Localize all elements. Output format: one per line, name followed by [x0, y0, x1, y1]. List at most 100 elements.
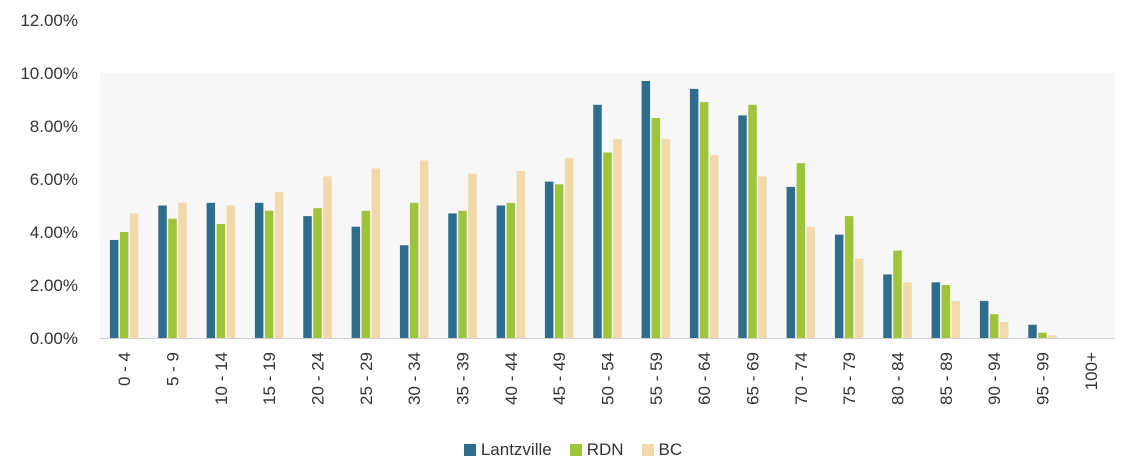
x-tick-label: 80 - 84 [889, 352, 908, 405]
bar-bc [613, 139, 622, 338]
bar-lantzville [593, 104, 602, 338]
bar-lantzville [738, 115, 747, 339]
x-tick-label: 100+ [1082, 352, 1101, 390]
x-tick-label: 20 - 24 [309, 352, 328, 405]
bar-lantzville [979, 300, 989, 338]
y-tick-label: 2.00% [30, 276, 78, 295]
legend-label-lantzville: Lantzville [480, 440, 552, 459]
bar-rdn [458, 210, 467, 338]
x-tick-label: 45 - 49 [550, 352, 569, 405]
bar-lantzville [303, 216, 312, 338]
bar-bc [178, 202, 187, 338]
bar-bc [951, 300, 961, 338]
bar-lantzville [206, 202, 216, 338]
bar-rdn [651, 118, 661, 338]
legend: Lantzville RDN BC [0, 440, 1146, 460]
bar-rdn [1038, 332, 1047, 338]
legend-swatch-lantzville [463, 444, 476, 456]
x-tick-label: 25 - 29 [357, 352, 376, 405]
bar-lantzville [496, 205, 506, 338]
bar-rdn [554, 184, 564, 338]
bar-rdn [216, 224, 226, 338]
bar-rdn [168, 218, 177, 338]
bar-rdn [264, 210, 274, 338]
bar-lantzville [689, 88, 699, 339]
y-tick-label: 0.00% [30, 329, 78, 348]
bar-lantzville [931, 282, 941, 338]
bar-bc [226, 205, 236, 338]
bar-bc [758, 176, 767, 338]
y-tick-label: 4.00% [30, 223, 78, 242]
bar-lantzville [786, 186, 796, 338]
bar-rdn [506, 202, 516, 338]
bar-rdn [699, 102, 709, 339]
y-tick-label: 10.00% [20, 64, 78, 83]
bar-rdn [603, 152, 612, 338]
bar-chart: 0.00% 2.00% 4.00% 6.00% 8.00% 10.00% 12.00% 0 -… [20, 11, 1115, 405]
x-tick-label: 60 - 64 [695, 352, 714, 405]
bar-bc [1048, 335, 1057, 338]
bar-bc [661, 139, 671, 338]
bar-lantzville [448, 213, 457, 338]
legend-item-rdn: RDN [569, 440, 624, 460]
bar-bc [419, 160, 429, 338]
bar-rdn [409, 202, 419, 338]
y-tick-label: 6.00% [30, 170, 78, 189]
bar-lantzville [883, 274, 892, 338]
x-tick-label: 5 - 9 [164, 352, 183, 386]
x-tick-label: 65 - 69 [744, 352, 763, 405]
bar-bc [564, 157, 574, 338]
bar-lantzville [254, 202, 264, 338]
x-tick-label: 15 - 19 [260, 352, 279, 405]
x-tick-label: 10 - 14 [212, 352, 231, 405]
bar-bc [274, 192, 284, 338]
y-tick-label: 12.00% [20, 11, 78, 30]
bar-rdn [989, 314, 999, 338]
x-tick-label: 55 - 59 [647, 352, 666, 405]
bar-bc [903, 282, 912, 338]
y-tick-label: 8.00% [30, 117, 78, 136]
bar-rdn [893, 250, 902, 338]
x-tick-label: 70 - 74 [792, 352, 811, 405]
bar-bc [371, 168, 381, 338]
legend-item-bc: BC [641, 440, 683, 460]
x-tick-label: 90 - 94 [985, 352, 1004, 405]
bar-rdn [748, 104, 757, 338]
bar-lantzville [399, 245, 409, 338]
bar-bc [516, 171, 526, 338]
bar-rdn [361, 210, 371, 338]
bar-bc [468, 173, 477, 338]
x-tick-label: 35 - 39 [454, 352, 473, 405]
bar-bc [709, 155, 719, 338]
bar-rdn [844, 216, 854, 338]
bar-bc [806, 226, 816, 338]
bar-lantzville [544, 181, 554, 338]
legend-label-rdn: RDN [586, 440, 624, 459]
bar-lantzville [351, 226, 361, 338]
bar-bc [323, 176, 332, 338]
bar-bc [129, 213, 139, 338]
x-tick-label: 50 - 54 [599, 352, 618, 405]
legend-swatch-bc [641, 444, 654, 456]
x-tick-label: 95 - 99 [1034, 352, 1053, 405]
x-tick-label: 0 - 4 [115, 352, 134, 386]
bar-rdn [796, 163, 806, 338]
bar-rdn [941, 285, 951, 338]
bar-rdn [313, 208, 322, 338]
bar-bc [854, 258, 864, 338]
bar-lantzville [641, 80, 651, 338]
bar-lantzville [158, 205, 167, 338]
bar-rdn [119, 232, 129, 338]
legend-swatch-rdn [569, 444, 582, 456]
bar-lantzville [1028, 324, 1037, 338]
bar-lantzville [834, 234, 844, 338]
x-tick-label: 30 - 34 [405, 352, 424, 405]
x-tick-label: 85 - 89 [937, 352, 956, 405]
x-tick-label: 75 - 79 [840, 352, 859, 405]
legend-item-lantzville: Lantzville [463, 440, 552, 460]
bar-lantzville [109, 239, 119, 338]
x-tick-label: 40 - 44 [502, 352, 521, 405]
legend-label-bc: BC [658, 440, 683, 459]
bar-bc [999, 322, 1009, 338]
